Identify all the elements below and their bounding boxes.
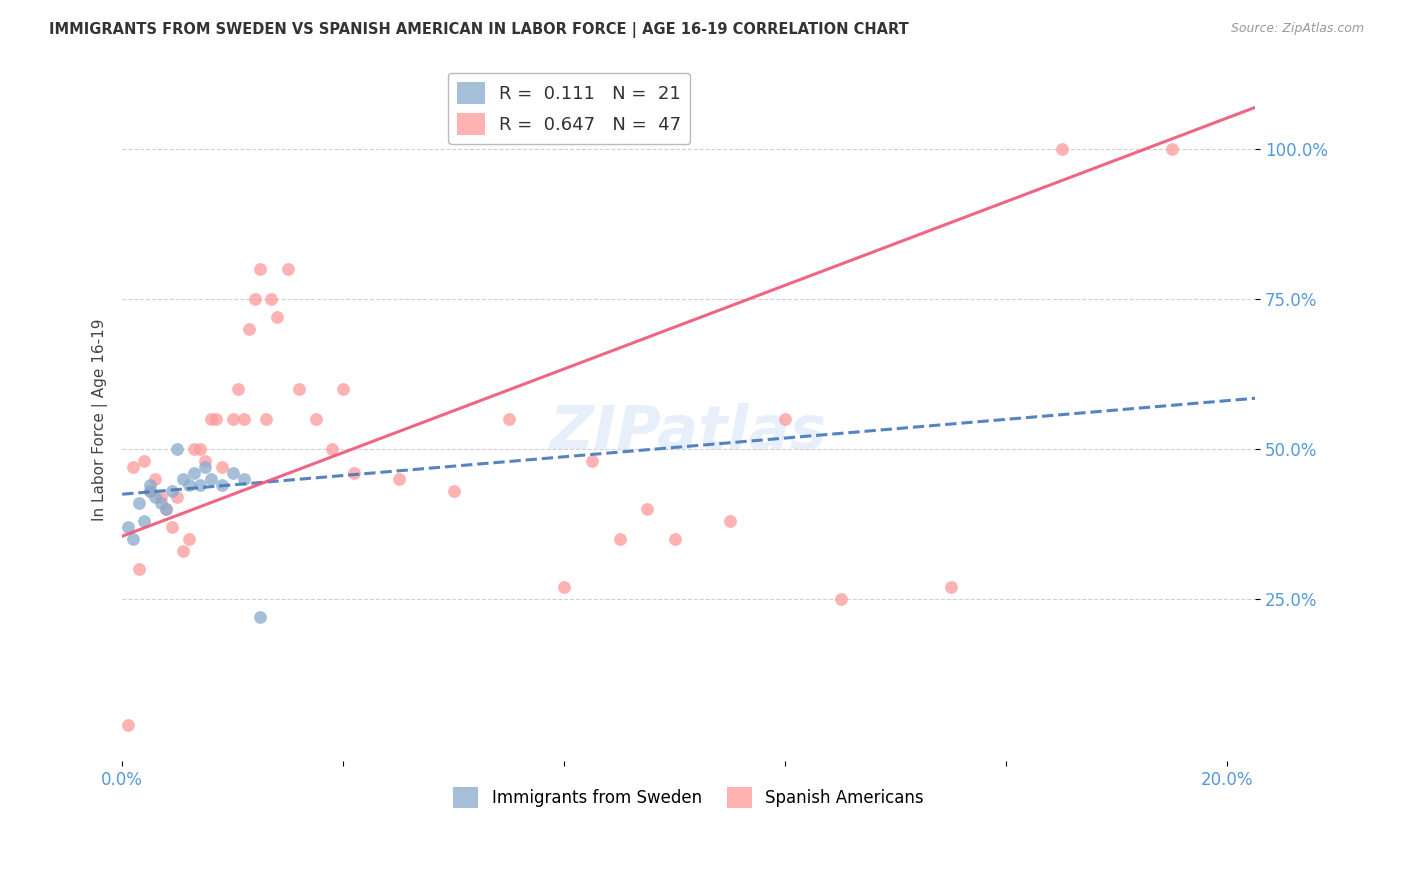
Point — [117, 520, 139, 534]
Point — [139, 484, 162, 499]
Point — [188, 442, 211, 457]
Point — [183, 467, 205, 481]
Point — [232, 412, 254, 426]
Legend: Immigrants from Sweden, Spanish Americans: Immigrants from Sweden, Spanish American… — [447, 780, 931, 814]
Point — [166, 442, 188, 457]
Point — [149, 490, 172, 504]
Point — [177, 532, 200, 546]
Point — [194, 460, 217, 475]
Point — [222, 467, 245, 481]
Point — [139, 478, 162, 492]
Point — [122, 460, 145, 475]
Point — [249, 262, 271, 277]
Point — [1050, 142, 1073, 156]
Point — [266, 310, 288, 325]
Point — [343, 467, 366, 481]
Point — [160, 484, 183, 499]
Point — [304, 412, 326, 426]
Point — [145, 490, 167, 504]
Y-axis label: In Labor Force | Age 16-19: In Labor Force | Age 16-19 — [93, 318, 108, 521]
Point — [609, 532, 631, 546]
Point — [498, 412, 520, 426]
Point — [128, 562, 150, 576]
Point — [188, 478, 211, 492]
Point — [211, 460, 233, 475]
Point — [830, 592, 852, 607]
Point — [664, 532, 686, 546]
Point — [238, 322, 260, 336]
Text: ZIPatlas: ZIPatlas — [550, 403, 827, 462]
Point — [200, 412, 222, 426]
Point — [155, 502, 177, 516]
Point — [277, 262, 299, 277]
Point — [200, 472, 222, 486]
Point — [177, 478, 200, 492]
Text: Source: ZipAtlas.com: Source: ZipAtlas.com — [1230, 22, 1364, 36]
Point — [117, 718, 139, 732]
Point — [226, 382, 249, 396]
Point — [145, 472, 167, 486]
Point — [332, 382, 354, 396]
Point — [172, 544, 194, 558]
Point — [249, 610, 271, 624]
Point — [139, 484, 162, 499]
Point — [443, 484, 465, 499]
Point — [122, 532, 145, 546]
Point — [636, 502, 658, 516]
Point — [222, 412, 245, 426]
Text: IMMIGRANTS FROM SWEDEN VS SPANISH AMERICAN IN LABOR FORCE | AGE 16-19 CORRELATIO: IMMIGRANTS FROM SWEDEN VS SPANISH AMERIC… — [49, 22, 908, 38]
Point — [172, 472, 194, 486]
Point — [553, 580, 575, 594]
Point — [128, 496, 150, 510]
Point — [254, 412, 277, 426]
Point — [288, 382, 311, 396]
Point — [160, 520, 183, 534]
Point — [134, 514, 156, 528]
Point — [194, 454, 217, 468]
Point — [155, 502, 177, 516]
Point — [205, 412, 228, 426]
Point — [149, 496, 172, 510]
Point — [260, 293, 283, 307]
Point — [321, 442, 343, 457]
Point — [939, 580, 962, 594]
Point — [718, 514, 741, 528]
Point — [387, 472, 409, 486]
Point — [134, 454, 156, 468]
Point — [232, 472, 254, 486]
Point — [581, 454, 603, 468]
Point — [183, 442, 205, 457]
Point — [211, 478, 233, 492]
Point — [243, 293, 266, 307]
Point — [775, 412, 797, 426]
Point — [166, 490, 188, 504]
Point — [1161, 142, 1184, 156]
